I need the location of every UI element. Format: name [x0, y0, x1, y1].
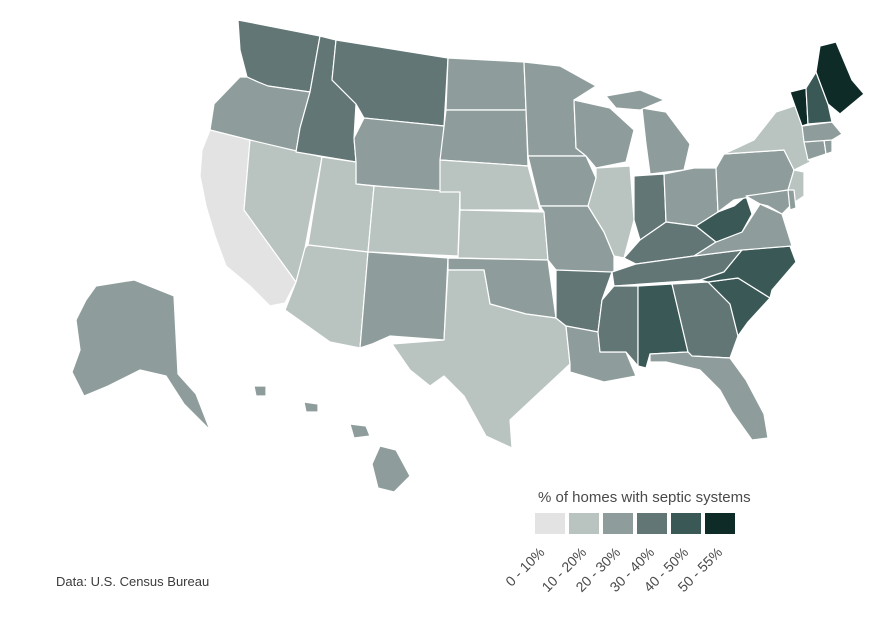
legend-swatches — [535, 513, 735, 534]
state-connecticut — [803, 139, 827, 161]
state-illinois — [587, 165, 635, 259]
legend-title: % of homes with septic systems — [538, 489, 751, 506]
state-north-dakota — [445, 57, 527, 111]
legend-swatch — [671, 513, 701, 534]
state-maine — [815, 41, 865, 115]
state-wyoming — [353, 117, 445, 193]
legend-swatch — [535, 513, 565, 534]
state-south-dakota — [439, 109, 529, 167]
legend-swatch — [637, 513, 667, 534]
state-michigan — [641, 107, 691, 175]
state-west-virginia — [695, 195, 753, 243]
legend-swatch — [705, 513, 735, 534]
state-rhode-island — [823, 139, 833, 155]
state-michigan-up — [605, 89, 665, 111]
state-colorado — [367, 185, 461, 257]
state-florida — [649, 351, 769, 441]
state-hawaii — [371, 445, 411, 493]
state-hawaii-kauai — [253, 385, 267, 397]
state-new-hampshire — [805, 71, 833, 125]
state-mississippi — [597, 285, 639, 367]
state-delaware — [787, 189, 797, 211]
state-kansas — [457, 209, 549, 261]
source-note: Data: U.S. Census Bureau — [56, 574, 210, 589]
state-north-carolina — [699, 245, 797, 299]
state-iowa — [527, 155, 597, 207]
state-wisconsin — [573, 99, 635, 169]
legend-swatch — [569, 513, 599, 534]
state-hawaii-maui — [349, 423, 371, 439]
state-alaska — [71, 279, 211, 431]
legend-swatch — [603, 513, 633, 534]
state-massachusetts — [801, 121, 843, 143]
state-new-mexico — [359, 251, 449, 349]
state-texas — [391, 269, 571, 449]
state-hawaii-oahu — [303, 401, 319, 413]
